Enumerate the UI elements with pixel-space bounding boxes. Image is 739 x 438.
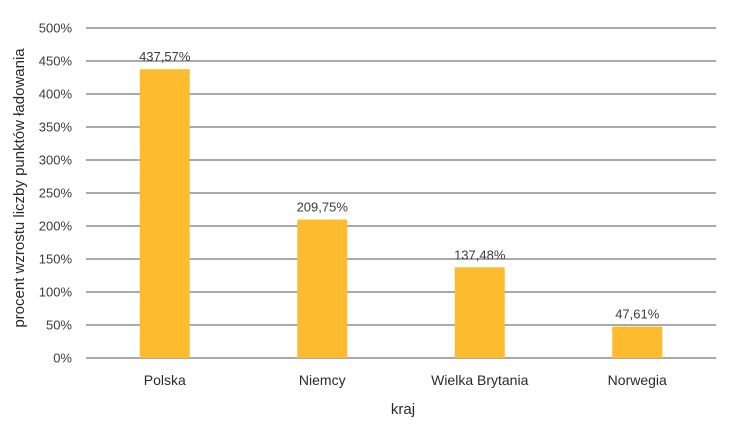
y-tick-label-500: 500%: [39, 21, 73, 36]
gridlines: [86, 27, 716, 359]
data-label-niemcy: 209,75%: [297, 200, 349, 215]
data-labels: 437,57% 209,75% 137,48% 47,61%: [139, 49, 660, 321]
bar-wielka-brytania: [454, 267, 505, 358]
bar-niemcy: [297, 219, 348, 358]
x-tick-label-polska: Polska: [144, 372, 186, 388]
y-tick-label-300: 300%: [39, 153, 73, 168]
y-tick-label-100: 100%: [39, 285, 73, 300]
y-axis-title: procent wzrostu liczby punktów ładowania: [11, 48, 28, 328]
y-tick-label-350: 350%: [39, 120, 73, 135]
x-tick-label-wielka-brytania: Wielka Brytania: [431, 372, 528, 388]
y-tick-label-450: 450%: [39, 54, 73, 69]
y-tick-label-150: 150%: [39, 252, 73, 267]
y-tick-label-200: 200%: [39, 219, 73, 234]
data-label-wielka-brytania: 137,48%: [454, 247, 506, 262]
x-tick-label-norwegia: Norwegia: [608, 372, 667, 388]
x-tick-label-niemcy: Niemcy: [299, 372, 346, 388]
data-label-norwegia: 47,61%: [615, 307, 660, 322]
y-tick-label-50: 50%: [46, 318, 72, 333]
x-axis-categories: Polska Niemcy Wielka Brytania Norwegia: [144, 372, 667, 388]
y-tick-label-250: 250%: [39, 186, 73, 201]
y-axis-ticks: 0% 50% 100% 150% 200% 250% 300% 350% 400% 450% 500…: [39, 21, 73, 366]
bar-norwegia: [612, 326, 663, 358]
data-label-polska: 437,57%: [139, 49, 191, 64]
x-axis-title: kraj: [391, 401, 415, 418]
y-tick-label-400: 400%: [39, 87, 73, 102]
bar-polska: [139, 69, 190, 358]
y-tick-label-0: 0%: [53, 351, 72, 366]
bars: [139, 69, 663, 358]
